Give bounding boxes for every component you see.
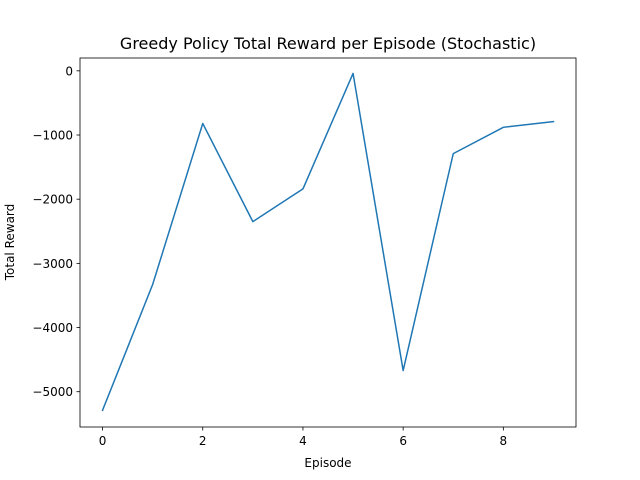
x-tick-label: 6	[399, 434, 407, 448]
y-tick-label: 0	[65, 64, 73, 78]
x-axis-label: Episode	[304, 456, 351, 470]
y-tick-label: −5000	[32, 385, 73, 399]
x-tick-label: 0	[99, 434, 107, 448]
y-tick-label: −4000	[32, 321, 73, 335]
y-tick-label: −2000	[32, 193, 73, 207]
y-tick-label: −1000	[32, 129, 73, 143]
y-tick-label: −3000	[32, 257, 73, 271]
axes-frame	[79, 57, 577, 428]
x-tick-label: 8	[500, 434, 508, 448]
chart-title: Greedy Policy Total Reward per Episode (…	[120, 34, 536, 53]
x-tick-label: 4	[299, 434, 307, 448]
x-tick-label: 2	[199, 434, 207, 448]
plot-area: 0 2 4 6 8 −5000 −4000 −3000 −2000 −1000 0	[32, 57, 577, 448]
series-line-1	[101, 72, 555, 412]
y-axis-label: Total Reward	[3, 204, 17, 282]
